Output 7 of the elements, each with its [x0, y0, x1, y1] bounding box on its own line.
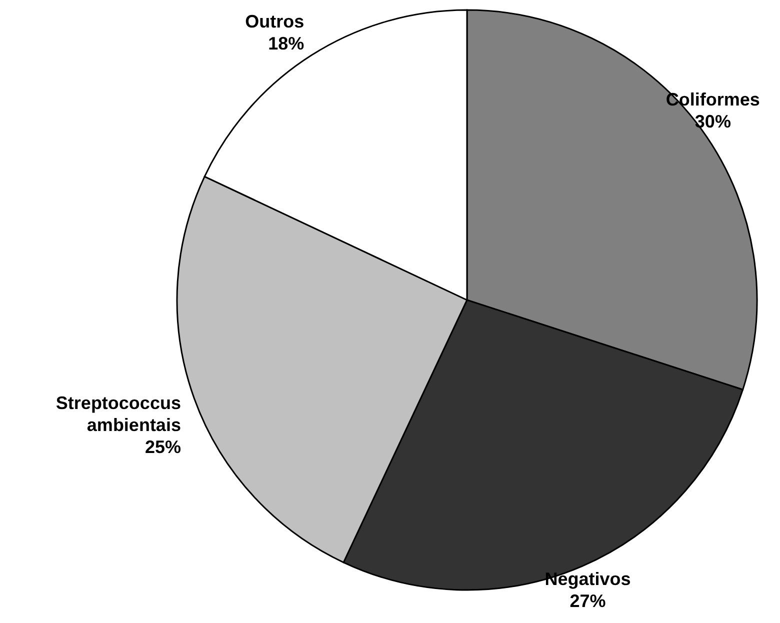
slice-label: Outros: [245, 11, 304, 32]
data-label: 27%: [570, 590, 606, 611]
data-label: 30%: [694, 111, 731, 132]
slice-label: Negativos: [544, 568, 631, 589]
data-label: 18%: [268, 33, 304, 54]
slice-label: Streptococcus ambientais: [56, 392, 181, 435]
data-label: 25%: [144, 436, 181, 457]
